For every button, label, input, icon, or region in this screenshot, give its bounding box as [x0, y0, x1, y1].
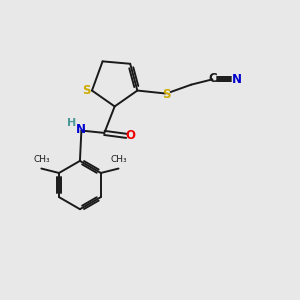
Text: N: N — [232, 73, 242, 86]
Text: CH₃: CH₃ — [110, 155, 127, 164]
Text: C: C — [209, 72, 218, 85]
Text: N: N — [76, 124, 86, 136]
Text: CH₃: CH₃ — [33, 155, 50, 164]
Text: O: O — [125, 129, 135, 142]
Text: H: H — [67, 118, 76, 128]
Text: S: S — [162, 88, 170, 100]
Text: S: S — [82, 84, 91, 97]
